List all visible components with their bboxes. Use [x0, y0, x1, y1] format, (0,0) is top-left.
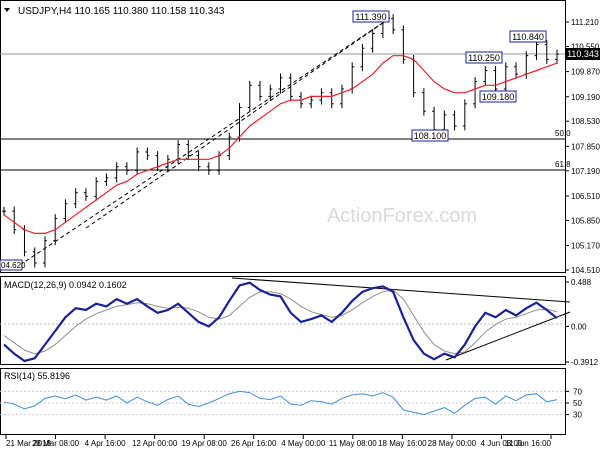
- low-callout-label: 104.620: [0, 261, 26, 270]
- ma-line: [3, 55, 558, 234]
- macd-axis-tick-label: -0.3912: [571, 358, 599, 367]
- x-axis-tick-label: 28 May 00:00: [428, 439, 477, 448]
- swing-low-callout-label: 108.100: [414, 131, 447, 141]
- price-axis: 111.210 110.550 109.870 109.190 108.530 107.8…: [565, 18, 600, 275]
- macd-axis-tick-label: 0.00: [571, 322, 587, 331]
- price-axis-tick-label: 109.870: [571, 68, 600, 77]
- price-axis-tick-label: 105.170: [571, 242, 600, 251]
- macd-title: MACD(12,26,9) 0.0942 0.1602: [4, 280, 127, 290]
- swing-low-callout-box: [411, 129, 449, 142]
- macd-axis: 0.488 0.00 -0.3912: [565, 278, 599, 367]
- x-axis-tick-label: 26 Apr 16:00: [231, 439, 277, 448]
- macd-trendline-lower: [445, 311, 571, 361]
- x-axis-tick-label: 11 May 08:00: [329, 439, 377, 448]
- x-axis-tick-label: 4 May 00:00: [281, 439, 326, 448]
- rsi-panel: RSI(14) 55.8196 70 50 30: [0, 368, 582, 435]
- price-axis-tick-label: 107.850: [571, 142, 600, 151]
- rsi-axis-tick-label: 50: [573, 399, 582, 408]
- price-watermark: ActionForex.com: [327, 205, 477, 227]
- macd-axis-tick-label: 0.488: [571, 278, 592, 287]
- x-axis-tick-label: 18 May 16:00: [378, 439, 427, 448]
- rsi-title: RSI(14) 55.8196: [4, 371, 70, 381]
- current-price-box: [566, 48, 600, 60]
- rsi-axis-tick-label: 70: [573, 387, 582, 396]
- x-axis-tick-label: 21 Mar 2018: [6, 439, 51, 448]
- trend-channel-lower-line: [13, 17, 391, 270]
- price-axis-tick-label: 104.510: [571, 266, 600, 275]
- chart-title: USDJPY,H4 110.165 110.380 110.158 110.34…: [18, 6, 225, 17]
- price-axis-tick-label: 108.530: [571, 117, 600, 126]
- x-axis-tick-label: 4 Jun 08:00: [481, 439, 523, 448]
- current-price-label: 110.343: [567, 49, 599, 59]
- rsi-line: [3, 390, 558, 416]
- macd-trendline-upper: [231, 277, 571, 303]
- price-axis-tick-label: 106.510: [571, 192, 600, 201]
- macd-panel: MACD(12,26,9) 0.0942 0.1602 0.488 0.00 -0.…: [0, 276, 599, 367]
- macd-line: [3, 281, 558, 363]
- price-axis-tick-label: 107.190: [571, 167, 600, 176]
- fib-618-label: 61.8: [555, 160, 571, 169]
- rsi-panel-frame: [0, 368, 566, 435]
- price-panel: ActionForex.com USDJPY,H4 110.165 110.38…: [0, 0, 600, 275]
- rsi-axis-tick-label: 30: [573, 411, 582, 420]
- dip-callout-box: [479, 90, 517, 103]
- macd-signal-line: [3, 289, 558, 355]
- dip-callout-label: 109.180: [482, 92, 515, 102]
- rsi-axis: 70 50 30: [0, 387, 582, 420]
- recent-high-callout-box: [509, 30, 547, 43]
- swing-high-callout-label: 110.250: [468, 53, 500, 63]
- x-axis-tick-label: 28 Mar 08:00: [32, 439, 80, 448]
- low-callout-box: [0, 259, 23, 271]
- price-axis-tick-label: 110.550: [571, 42, 600, 51]
- dropdown-icon[interactable]: [4, 8, 10, 12]
- x-axis-tick-label: 4 Apr 16:00: [85, 439, 126, 448]
- high-callout-box: [352, 10, 390, 23]
- price-axis-tick-label: 109.190: [571, 93, 600, 102]
- x-axis-tick-label: 19 Apr 08:00: [181, 439, 227, 448]
- trend-channel-upper-line: [85, 17, 391, 229]
- price-panel-frame: [0, 0, 566, 273]
- recent-high-callout-label: 110.840: [512, 32, 544, 42]
- high-callout-label: 111.390: [355, 12, 386, 22]
- fib-50-label: 50.0: [555, 129, 571, 138]
- x-axis-tick-label: 11 Jun 16:00: [505, 439, 551, 448]
- swing-high-callout-box: [465, 51, 503, 64]
- price-axis-tick-label: 105.850: [571, 216, 600, 225]
- price-axis-tick-label: 111.210: [571, 18, 599, 27]
- x-axis-tick-label: 12 Apr 00:00: [132, 439, 178, 448]
